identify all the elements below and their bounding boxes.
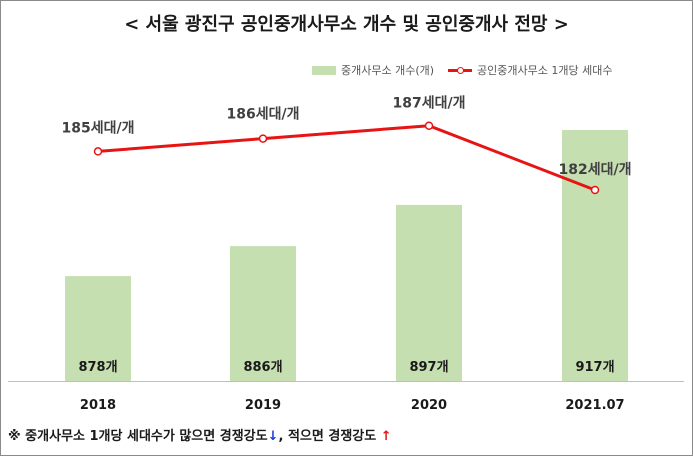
line-value-label: 187세대/개: [393, 96, 466, 112]
bar-value-label: 886개: [243, 360, 282, 375]
bar-value-label: 917개: [575, 360, 614, 375]
x-tick-label: 2021.07: [565, 398, 624, 413]
legend-line-label: 공인중개사무소 1개당 세대수: [477, 64, 613, 77]
bar-value-label: 897개: [409, 360, 448, 375]
line-series: [97, 124, 596, 192]
arrow-down-icon: ↓: [267, 429, 279, 444]
x-tick-label: 2019: [245, 398, 281, 413]
bar-2020: [396, 204, 462, 381]
line-point-2018: [93, 147, 103, 156]
x-tick-label: 2018: [80, 398, 116, 413]
legend-item-line: 공인중개사무소 1개당 세대수: [448, 62, 612, 78]
chart-title: < 서울 광진구 공인중개사무소 개수 및 공인중개사 전망 >: [124, 14, 569, 35]
legend-bar-label: 중개사무소 개수(개): [341, 64, 435, 77]
footnote: ※ 중개사무소 1개당 세대수가 많으면 경쟁강도↓, 적으면 경쟁강도 ↑: [8, 425, 392, 444]
bar-value-label: 878개: [78, 360, 117, 375]
x-tick-label: 2020: [411, 398, 447, 413]
legend: 중개사무소 개수(개) 공인중개사무소 1개당 세대수: [312, 62, 626, 78]
footnote-prefix: ※ 중개사무소 1개당 세대수가 많으면 경쟁강도: [8, 429, 268, 444]
bar-2018: [65, 276, 131, 381]
bar-2021.07: [562, 129, 628, 381]
line-point-2020: [424, 121, 434, 130]
arrow-up-icon: ↑: [380, 429, 392, 444]
line-value-label: 186세대/개: [227, 107, 300, 123]
legend-line-swatch: [448, 65, 473, 75]
footnote-middle: , 적으면 경쟁강도: [278, 429, 381, 444]
line-point-2019: [258, 134, 268, 143]
line-value-label: 182세대/개: [559, 162, 632, 178]
bar-2019: [230, 246, 296, 381]
line-point-2021.07: [590, 185, 600, 195]
legend-item-bar: 중개사무소 개수(개): [312, 62, 434, 78]
legend-bar-swatch: [312, 65, 336, 75]
line-value-label: 185세대/개: [62, 120, 135, 136]
